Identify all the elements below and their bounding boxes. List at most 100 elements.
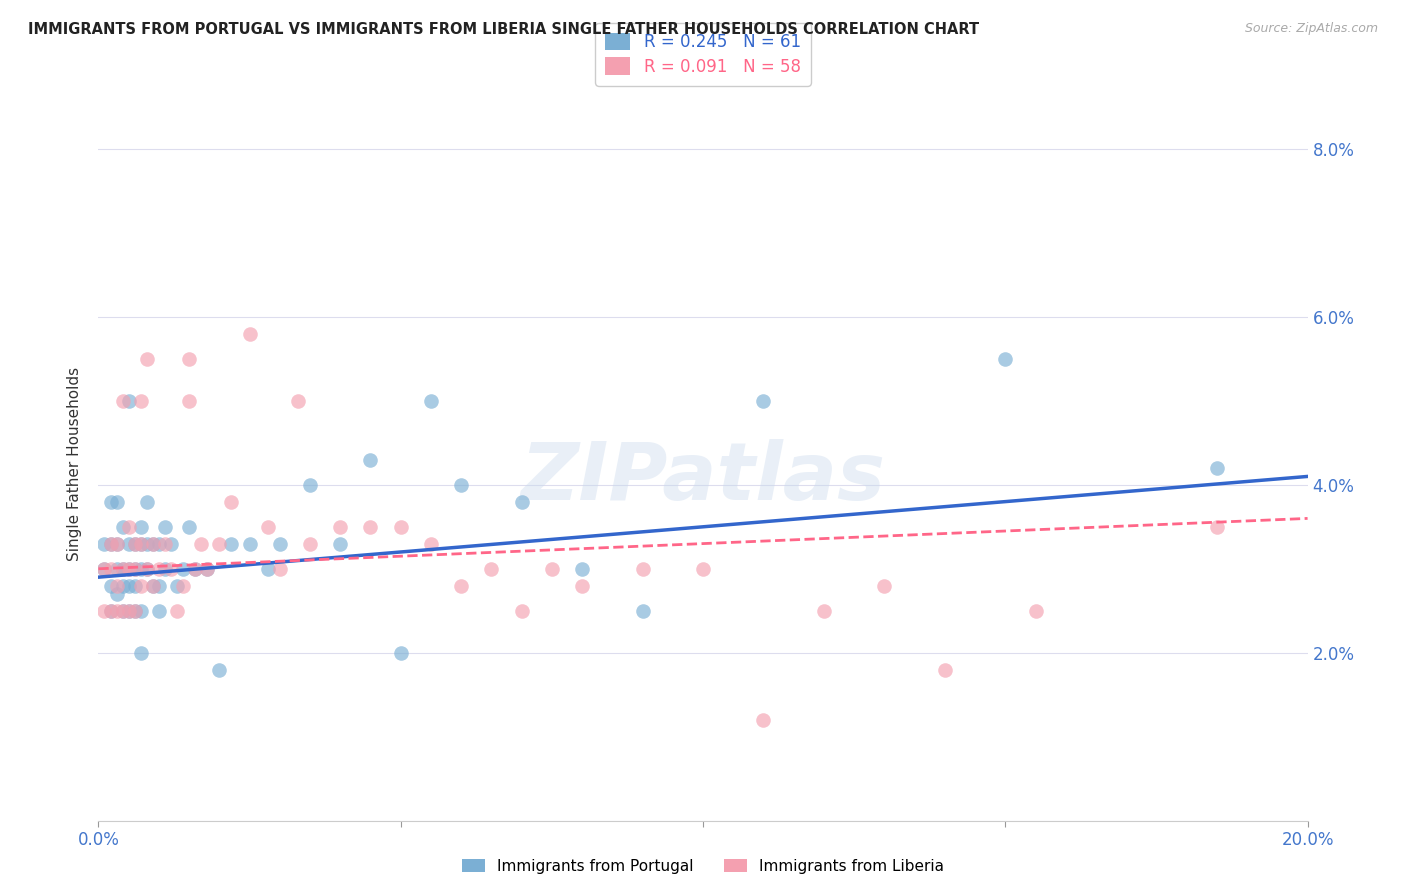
Point: [208, 663, 231, 677]
Point: [420, 536, 443, 550]
Point: [752, 393, 775, 408]
Point: [153, 520, 176, 534]
Point: [129, 520, 152, 534]
Point: [129, 536, 152, 550]
Point: [129, 646, 152, 660]
Point: [256, 562, 278, 576]
Point: [142, 578, 165, 592]
Point: [813, 604, 835, 618]
Point: [179, 351, 201, 366]
Point: [190, 536, 212, 550]
Point: [360, 452, 382, 467]
Point: [93, 562, 115, 576]
Point: [124, 604, 146, 618]
Point: [692, 562, 714, 576]
Point: [166, 604, 188, 618]
Point: [93, 562, 115, 576]
Point: [221, 494, 243, 508]
Point: [129, 578, 152, 592]
Point: [873, 578, 896, 592]
Point: [166, 578, 188, 592]
Point: [118, 536, 141, 550]
Point: [239, 326, 262, 341]
Point: [105, 536, 128, 550]
Y-axis label: Single Father Households: Single Father Households: [67, 367, 83, 561]
Point: [111, 393, 134, 408]
Point: [329, 536, 352, 550]
Point: [105, 494, 128, 508]
Point: [105, 562, 128, 576]
Point: [135, 351, 157, 366]
Point: [105, 536, 128, 550]
Point: [221, 536, 243, 550]
Point: [179, 520, 201, 534]
Point: [142, 578, 165, 592]
Point: [239, 536, 262, 550]
Point: [571, 578, 593, 592]
Point: [1024, 604, 1046, 618]
Point: [571, 562, 593, 576]
Point: [269, 562, 291, 576]
Point: [994, 351, 1017, 366]
Point: [631, 562, 654, 576]
Point: [118, 562, 141, 576]
Point: [124, 536, 146, 550]
Point: [208, 536, 231, 550]
Text: IMMIGRANTS FROM PORTUGAL VS IMMIGRANTS FROM LIBERIA SINGLE FATHER HOUSEHOLDS COR: IMMIGRANTS FROM PORTUGAL VS IMMIGRANTS F…: [28, 22, 979, 37]
Point: [100, 604, 122, 618]
Point: [93, 536, 115, 550]
Point: [100, 536, 122, 550]
Point: [450, 478, 472, 492]
Point: [510, 494, 533, 508]
Point: [153, 562, 176, 576]
Point: [129, 562, 152, 576]
Point: [160, 536, 183, 550]
Point: [329, 520, 352, 534]
Point: [100, 578, 122, 592]
Point: [124, 578, 146, 592]
Point: [124, 604, 146, 618]
Point: [195, 562, 218, 576]
Point: [118, 604, 141, 618]
Point: [111, 562, 134, 576]
Point: [172, 578, 194, 592]
Point: [118, 520, 141, 534]
Point: [118, 562, 141, 576]
Point: [184, 562, 207, 576]
Point: [287, 393, 309, 408]
Point: [105, 604, 128, 618]
Point: [105, 587, 128, 601]
Point: [100, 536, 122, 550]
Point: [299, 536, 322, 550]
Point: [450, 578, 472, 592]
Point: [124, 562, 146, 576]
Point: [160, 562, 183, 576]
Point: [93, 604, 115, 618]
Point: [135, 536, 157, 550]
Point: [100, 494, 122, 508]
Text: ZIPatlas: ZIPatlas: [520, 439, 886, 517]
Point: [111, 604, 134, 618]
Point: [118, 578, 141, 592]
Point: [105, 578, 128, 592]
Point: [184, 562, 207, 576]
Point: [129, 604, 152, 618]
Point: [129, 393, 152, 408]
Point: [195, 562, 218, 576]
Point: [256, 520, 278, 534]
Legend: R = 0.245   N = 61, R = 0.091   N = 58: R = 0.245 N = 61, R = 0.091 N = 58: [595, 22, 811, 86]
Point: [540, 562, 562, 576]
Point: [299, 478, 322, 492]
Point: [148, 562, 170, 576]
Point: [135, 562, 157, 576]
Point: [389, 646, 412, 660]
Point: [148, 578, 170, 592]
Point: [631, 604, 654, 618]
Point: [148, 536, 170, 550]
Point: [118, 393, 141, 408]
Point: [269, 536, 291, 550]
Point: [142, 536, 165, 550]
Point: [148, 604, 170, 618]
Point: [420, 393, 443, 408]
Point: [135, 562, 157, 576]
